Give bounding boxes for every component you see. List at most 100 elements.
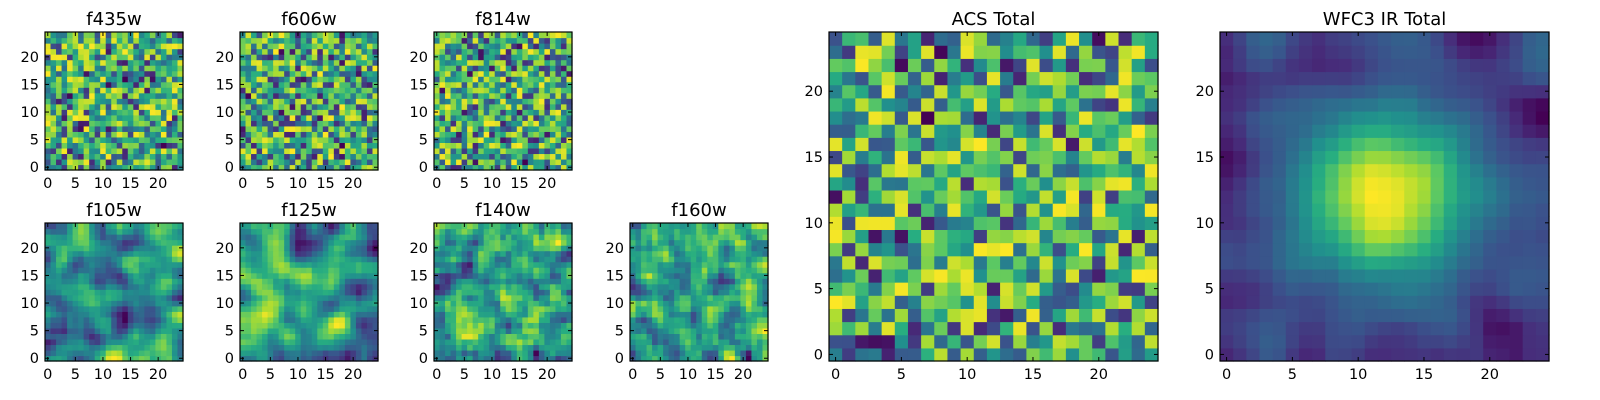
heatmap-cell xyxy=(663,355,670,362)
heatmap-cell xyxy=(355,234,363,241)
heatmap-cell xyxy=(166,158,173,166)
heatmap-cell xyxy=(278,223,285,230)
heatmap-cell xyxy=(685,305,692,312)
heatmap-cell xyxy=(105,81,112,88)
heatmap-cell xyxy=(67,294,74,301)
heatmap-cell xyxy=(566,234,573,241)
heatmap-cell xyxy=(527,92,534,99)
heatmap-cell xyxy=(278,322,285,329)
heatmap-cell xyxy=(328,267,335,274)
heatmap-cell xyxy=(1105,163,1120,178)
heatmap-cell xyxy=(166,305,173,312)
heatmap-cell xyxy=(657,278,664,285)
heatmap-cell xyxy=(149,283,156,290)
heatmap-cell xyxy=(122,43,129,50)
heatmap-cell xyxy=(829,216,843,230)
heatmap-cell xyxy=(511,338,518,346)
heatmap-cell xyxy=(701,305,708,312)
heatmap-cell xyxy=(317,120,324,127)
heatmap-cell xyxy=(494,234,501,241)
heatmap-cell xyxy=(333,316,340,323)
heatmap-cell xyxy=(317,37,324,44)
heatmap-cell xyxy=(160,37,168,44)
heatmap-cell xyxy=(311,164,318,171)
heatmap-cell xyxy=(155,305,162,312)
heatmap-cell xyxy=(100,43,107,50)
heatmap-cell xyxy=(138,311,145,318)
heatmap-cell xyxy=(461,333,468,340)
heatmap-cell xyxy=(652,327,659,334)
heatmap-cell xyxy=(149,147,156,155)
heatmap-cell xyxy=(328,164,335,171)
heatmap-cell xyxy=(483,54,490,61)
heatmap-cell xyxy=(171,37,179,44)
heatmap-cell xyxy=(355,245,363,252)
heatmap-cell xyxy=(317,92,324,99)
heatmap-cell xyxy=(527,239,534,246)
heatmap-cell xyxy=(177,76,184,83)
heatmap-cell xyxy=(289,114,296,121)
heatmap-cell xyxy=(494,228,501,235)
heatmap-cell xyxy=(445,131,452,138)
heatmap-cell xyxy=(729,272,736,279)
heatmap-cell xyxy=(445,98,452,105)
heatmap-cell xyxy=(138,109,145,116)
heatmap-cell xyxy=(105,283,112,290)
heatmap-cell xyxy=(511,48,518,55)
heatmap-cell xyxy=(555,120,562,127)
heatmap-cell xyxy=(674,305,681,312)
heatmap-cell xyxy=(934,242,949,257)
heatmap-cell xyxy=(306,300,313,307)
heatmap-cell xyxy=(144,92,151,99)
heatmap-cell xyxy=(544,114,551,121)
heatmap-cell xyxy=(133,76,140,83)
heatmap-cell xyxy=(516,76,523,83)
heatmap-cell xyxy=(756,300,764,307)
heatmap-cell xyxy=(1065,242,1080,257)
heatmap-cell xyxy=(723,278,730,285)
heatmap-cell xyxy=(538,316,545,323)
heatmap-cell xyxy=(350,81,357,88)
heatmap-cell xyxy=(50,109,57,116)
heatmap-cell xyxy=(478,344,485,351)
heatmap-cell xyxy=(138,153,145,160)
heatmap-cell xyxy=(560,294,568,301)
heatmap-cell xyxy=(67,153,74,160)
heatmap-cell xyxy=(652,272,659,279)
heatmap-cell xyxy=(160,114,168,121)
heatmap-cell xyxy=(718,338,725,346)
heatmap-cell xyxy=(907,321,922,336)
heatmap-cell xyxy=(89,338,96,346)
heatmap-cell xyxy=(50,228,57,235)
heatmap-cell xyxy=(171,136,179,143)
heatmap-cell xyxy=(723,228,730,235)
heatmap-cell xyxy=(50,136,57,143)
heatmap-cell xyxy=(756,338,764,346)
heatmap-cell xyxy=(842,203,856,217)
heatmap-cell xyxy=(434,228,441,235)
heatmap-cell xyxy=(445,54,452,61)
heatmap-cell xyxy=(171,267,179,274)
heatmap-cell xyxy=(511,333,518,340)
heatmap-cell xyxy=(251,333,258,340)
heatmap-cell xyxy=(344,92,351,99)
heatmap-cell xyxy=(127,256,134,263)
heatmap-cell xyxy=(467,344,474,351)
heatmap-cell xyxy=(456,349,463,357)
heatmap-cell xyxy=(100,278,107,285)
y-tick-label: 15 xyxy=(21,77,39,93)
heatmap-cell xyxy=(289,256,296,263)
heatmap-cell xyxy=(177,125,184,132)
heatmap-cell xyxy=(560,76,568,83)
heatmap-cell xyxy=(278,344,285,351)
heatmap-cell xyxy=(668,322,675,329)
heatmap-cell xyxy=(171,147,179,155)
heatmap-cell xyxy=(472,109,479,116)
heatmap-cell xyxy=(83,311,90,318)
heatmap-cell xyxy=(289,142,296,149)
heatmap-cell xyxy=(740,283,747,290)
heatmap-cell xyxy=(94,147,101,155)
heatmap-cell xyxy=(973,176,988,191)
heatmap-cell xyxy=(527,136,534,143)
heatmap-cell xyxy=(295,136,302,143)
